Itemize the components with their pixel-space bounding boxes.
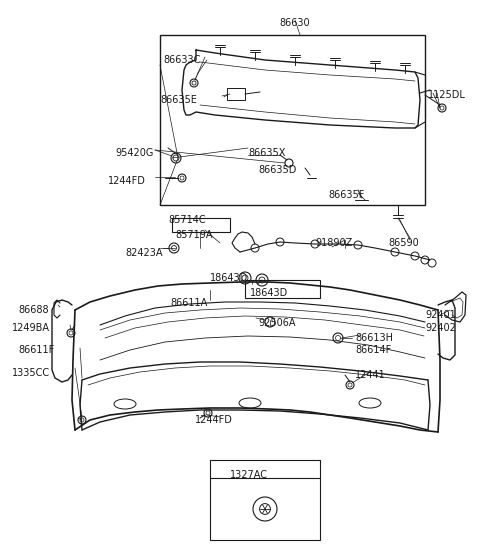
Text: 95420G: 95420G <box>115 148 154 158</box>
Text: 86635E: 86635E <box>160 95 197 105</box>
Text: 1125DL: 1125DL <box>428 90 466 100</box>
Text: 85714C: 85714C <box>168 215 205 225</box>
Text: 1244FD: 1244FD <box>195 415 233 425</box>
Text: 91890Z: 91890Z <box>315 238 352 248</box>
Text: 86630: 86630 <box>280 18 310 28</box>
Text: 92402: 92402 <box>425 323 456 333</box>
Text: 86635D: 86635D <box>258 165 296 175</box>
Text: 86614F: 86614F <box>355 345 391 355</box>
Text: 1327AC: 1327AC <box>230 470 268 480</box>
Text: 86633C: 86633C <box>163 55 200 65</box>
Text: 1335CC: 1335CC <box>12 368 50 378</box>
Bar <box>227 88 245 100</box>
Text: 92401: 92401 <box>425 310 456 320</box>
Bar <box>160 35 425 205</box>
Text: 12441: 12441 <box>355 370 386 380</box>
Bar <box>172 218 230 232</box>
Text: 82423A: 82423A <box>125 248 163 258</box>
Text: 86635X: 86635X <box>248 148 286 158</box>
Text: 86611A: 86611A <box>170 298 207 308</box>
Text: 85719A: 85719A <box>175 230 213 240</box>
Text: 86635F: 86635F <box>328 190 364 200</box>
Text: 1249BA: 1249BA <box>12 323 50 333</box>
Text: 86613H: 86613H <box>355 333 393 343</box>
Text: 18643D: 18643D <box>210 273 248 283</box>
Bar <box>210 460 320 540</box>
Text: 1244FD: 1244FD <box>108 176 146 186</box>
Text: 86611F: 86611F <box>18 345 54 355</box>
Text: 86688: 86688 <box>18 305 48 315</box>
Text: 18643D: 18643D <box>250 288 288 298</box>
Text: 92506A: 92506A <box>258 318 296 328</box>
Bar <box>245 280 320 298</box>
Text: 86590: 86590 <box>388 238 419 248</box>
